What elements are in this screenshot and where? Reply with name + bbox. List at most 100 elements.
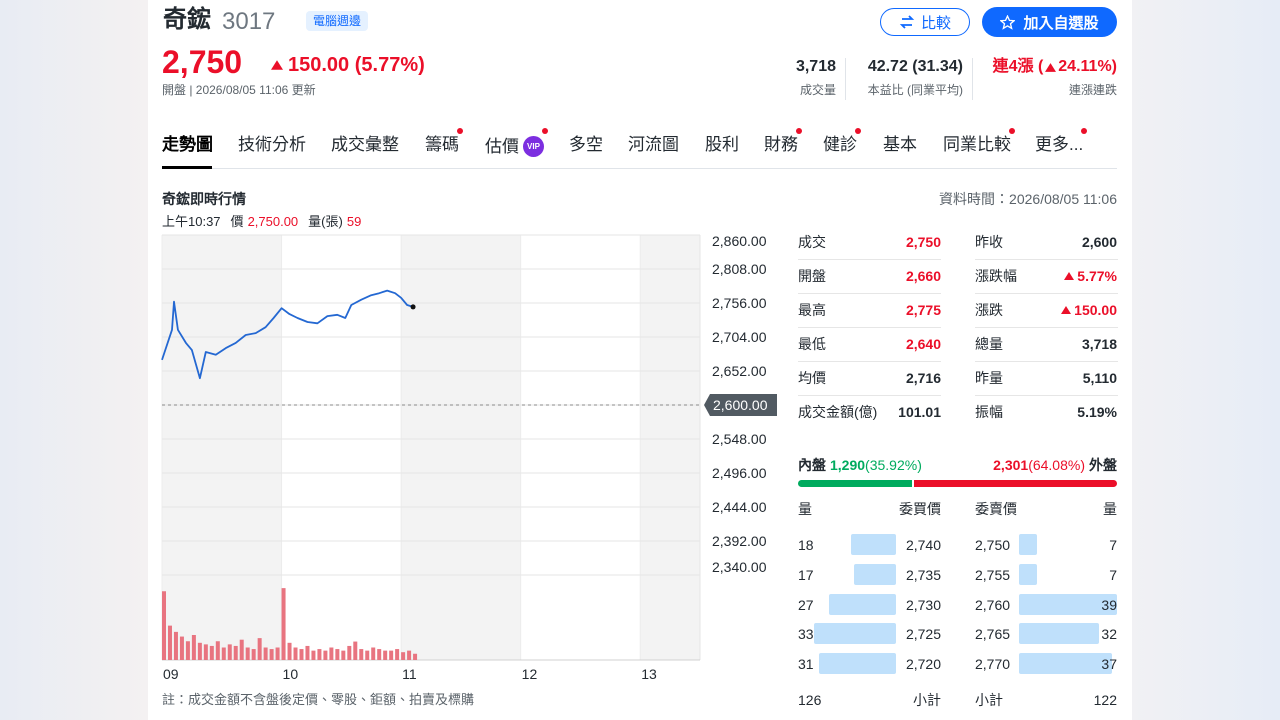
summary-value-text: 2,640 (905, 336, 941, 352)
bid-bar (813, 623, 896, 645)
bid-bar (851, 534, 896, 555)
volume-bar (233, 645, 238, 660)
ask-bar (1019, 563, 1037, 585)
summary-divider (798, 293, 941, 294)
bid-bar (818, 653, 896, 675)
stat-divider (972, 58, 973, 100)
status: 開盤 | 2026/08/05 11:06 更新 (162, 83, 316, 97)
tab-dot (457, 128, 463, 134)
ask-price: 2,765 (975, 626, 1011, 643)
inner-label: 內盤 (798, 457, 826, 473)
tab-label: 健診 (823, 135, 857, 154)
y-tick-label: 2,340.00 (712, 559, 767, 575)
tab-label: 河流圖 (628, 135, 679, 154)
ask-bar (1019, 534, 1037, 555)
summary-value: 5.77% (1064, 269, 1117, 283)
price-change-text: 150.00 (5.77%) (288, 54, 425, 76)
compare-icon (899, 15, 915, 29)
bid-price: 2,735 (905, 566, 941, 583)
ask-bar (1019, 593, 1117, 615)
summary-value-text: 2,750 (905, 234, 941, 250)
x-tick-label: 10 (283, 666, 299, 682)
tab[interactable]: 成交彙整 (331, 136, 399, 153)
tab[interactable]: 籌碼 (425, 136, 459, 153)
tab-underline (162, 166, 212, 169)
inner-bar (798, 480, 912, 487)
tab[interactable]: 健診 (823, 136, 857, 153)
tab[interactable]: 基本 (883, 136, 917, 153)
summary-value-text: 2,660 (905, 268, 941, 284)
summary-value: 3,718 (1082, 337, 1117, 351)
tab[interactable]: 財務 (764, 136, 798, 153)
tab[interactable]: 多空 (569, 136, 603, 153)
volume-bar (167, 625, 172, 660)
summary-value-text: 5,110 (1082, 370, 1117, 386)
summary-label: 昨收 (975, 234, 1003, 250)
volume-bar (359, 649, 364, 660)
up-arrow (1064, 272, 1075, 280)
star (1000, 14, 1016, 30)
volume-bar (209, 645, 214, 660)
volume-bar (347, 645, 352, 660)
order-book-header: 量 (798, 501, 812, 517)
volume-bar (257, 638, 262, 660)
ask-price: 2,755 (975, 566, 1011, 583)
summary-value: 2,775 (906, 303, 941, 317)
volume-bar (341, 650, 346, 660)
summary-divider (975, 327, 1118, 328)
tab-label: 股利 (705, 135, 739, 154)
inner-percent: (35.92%) (865, 457, 922, 473)
volume-bar (215, 641, 220, 660)
price: 2,750 (162, 44, 243, 80)
y-tick-label: 2,548.00 (712, 431, 767, 447)
summary-value-text: 5.19% (1077, 404, 1117, 420)
tab-label: 成交彙整 (331, 135, 399, 154)
y-tick-label: 2,600.00 (713, 397, 768, 413)
tab[interactable]: 股利 (705, 136, 739, 153)
tab[interactable]: 河流圖 (628, 136, 679, 153)
tab[interactable]: 更多... (1035, 136, 1083, 153)
summary-value-text: 2,600 (1081, 234, 1117, 250)
summary-value-text: 150.00 (1074, 302, 1117, 318)
volume-bar (329, 647, 334, 660)
volume-bar (197, 642, 202, 660)
volume-bar (221, 647, 226, 660)
summary-divider (975, 293, 1118, 294)
tab[interactable]: 走勢圖 (162, 136, 213, 153)
watchlist-label: 加入自選股 (1023, 14, 1099, 32)
y-tick-label: 2,652.00 (712, 363, 767, 379)
tab[interactable]: 技術分析 (238, 136, 306, 153)
volume-bar (377, 649, 382, 660)
tab[interactable]: 同業比較 (943, 136, 1011, 153)
tab[interactable]: 估價 VIP (485, 136, 544, 157)
volume-bar (281, 588, 286, 660)
compare-button[interactable]: 比較 (880, 8, 970, 36)
summary-divider (975, 259, 1118, 260)
watchlist-button[interactable]: 加入自選股 (982, 7, 1117, 37)
summary-label: 開盤 (798, 268, 826, 284)
bid-price: 2,720 (905, 656, 941, 673)
outer-label: 外盤 (1089, 457, 1117, 473)
hour-band (401, 235, 521, 660)
outer-bar (913, 480, 1117, 487)
volume-bar (389, 650, 394, 660)
tab-label: 基本 (883, 135, 917, 154)
compare-arrows (899, 15, 915, 29)
tab-label: 同業比較 (943, 135, 1011, 154)
stat-prefix: 連4漲 ( (992, 58, 1044, 75)
volume-bar (323, 650, 328, 660)
outer-volume: 2,301 (993, 457, 1029, 473)
bid-price: 2,725 (905, 626, 941, 643)
summary-value: 5.19% (1077, 405, 1117, 419)
bid-volume: 17 (798, 566, 814, 583)
stat-value-text: 24.11%) (1058, 58, 1117, 75)
summary-divider (798, 259, 941, 260)
stat-label: 成交量 (799, 83, 836, 97)
bid-price: 2,740 (905, 537, 941, 553)
price-line (161, 289, 414, 380)
volume-bar (353, 641, 358, 660)
hour-band (162, 235, 282, 660)
bid-total: 126 (798, 692, 822, 708)
summary-divider (975, 395, 1118, 396)
